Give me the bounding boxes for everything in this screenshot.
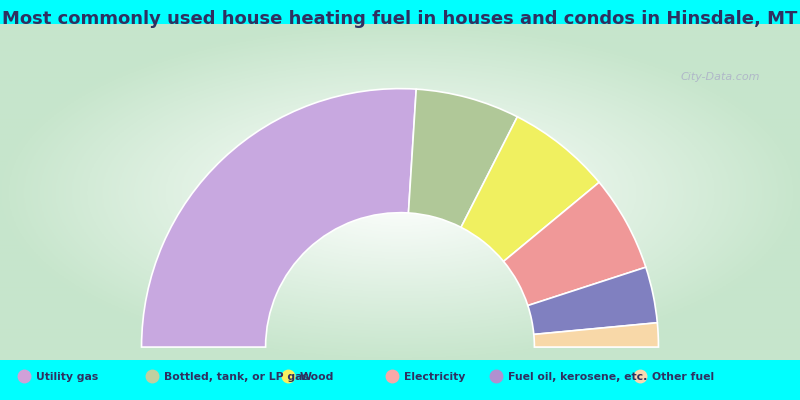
Text: Wood: Wood [300,372,334,382]
Text: Utility gas: Utility gas [36,372,98,382]
Text: Electricity: Electricity [404,372,466,382]
Text: Other fuel: Other fuel [652,372,714,382]
Wedge shape [461,117,599,262]
Wedge shape [503,182,646,306]
Wedge shape [528,267,658,334]
Text: Most commonly used house heating fuel in houses and condos in Hinsdale, MT: Most commonly used house heating fuel in… [2,10,798,28]
Text: Fuel oil, kerosene, etc.: Fuel oil, kerosene, etc. [508,372,647,382]
Wedge shape [409,89,518,227]
Text: City-Data.com: City-Data.com [681,72,760,82]
Wedge shape [534,323,658,347]
Text: Bottled, tank, or LP gas: Bottled, tank, or LP gas [164,372,309,382]
Wedge shape [142,89,416,347]
